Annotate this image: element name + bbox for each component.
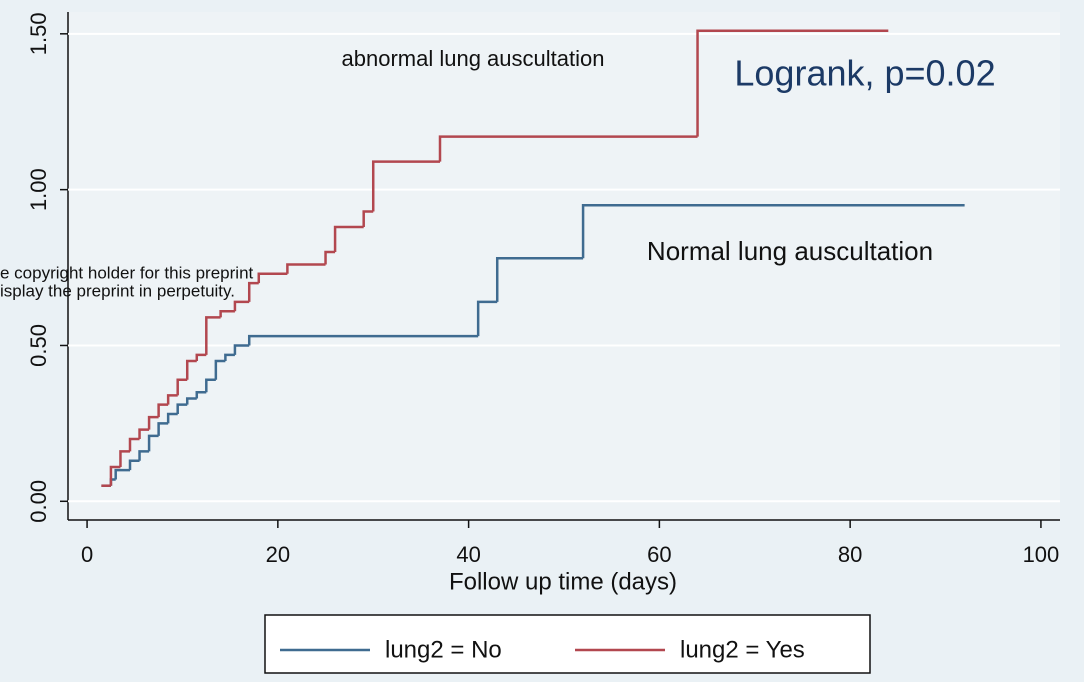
annotation: Logrank, p=0.02 [734, 53, 995, 94]
step-segment [247, 281, 259, 302]
x-tick-label: 60 [647, 542, 671, 567]
step-segment [195, 390, 207, 399]
step-segment [114, 468, 130, 480]
step-segment [205, 316, 221, 355]
step-segment [195, 353, 207, 362]
y-tick-label: 1.50 [26, 12, 51, 55]
step-segment [157, 422, 169, 436]
overlay-text: isplay the preprint in perpetuity. [0, 281, 235, 300]
annotation: Normal lung auscultation [647, 236, 933, 266]
step-segment [324, 250, 336, 265]
overlay-text: e copyright holder for this preprint [0, 263, 254, 282]
step-segment [166, 412, 178, 424]
x-axis-label: Follow up time (days) [449, 568, 677, 595]
step-segment [138, 428, 150, 439]
step-segment [495, 256, 584, 302]
y-tick-label: 1.00 [26, 168, 51, 211]
step-segment [371, 160, 440, 212]
step-segment [147, 415, 159, 430]
legend [264, 614, 871, 674]
step-segment [214, 359, 226, 380]
step-segment [109, 465, 121, 486]
step-segment [147, 434, 159, 452]
step-segment [166, 394, 178, 405]
x-tick-label: 0 [81, 542, 93, 567]
step-segment [128, 459, 140, 471]
y-tick-label: 0.50 [26, 324, 51, 367]
step-segment [185, 359, 197, 380]
legend-label: lung2 = No [385, 636, 502, 663]
x-tick-label: 100 [1023, 542, 1060, 567]
step-segment [257, 272, 288, 284]
step-segment [581, 203, 965, 259]
step-segment [476, 300, 498, 337]
step-segment [128, 437, 140, 452]
step-segment [696, 29, 889, 137]
step-segment [362, 210, 374, 228]
step-segment [185, 397, 197, 405]
step-segment [119, 450, 130, 468]
step-segment [176, 403, 188, 415]
x-tick-label: 40 [456, 542, 480, 567]
step-segment [205, 378, 216, 393]
step-segment [233, 300, 250, 312]
step-segment [438, 135, 698, 162]
step-segment [157, 403, 169, 418]
step-segment [219, 309, 235, 318]
x-tick-label: 80 [838, 542, 862, 567]
plot-area [68, 12, 1060, 520]
step-segment [138, 450, 150, 461]
step-segment [176, 378, 188, 396]
step-segment [333, 225, 364, 252]
step-segment [233, 344, 250, 355]
y-tick-label: 0.00 [26, 480, 51, 523]
annotation: abnormal lung auscultation [342, 46, 605, 71]
step-segment [224, 353, 235, 362]
legend-label: lung2 = Yes [680, 636, 805, 663]
step-segment [286, 263, 326, 274]
step-segment [247, 334, 479, 346]
x-tick-label: 20 [266, 542, 290, 567]
